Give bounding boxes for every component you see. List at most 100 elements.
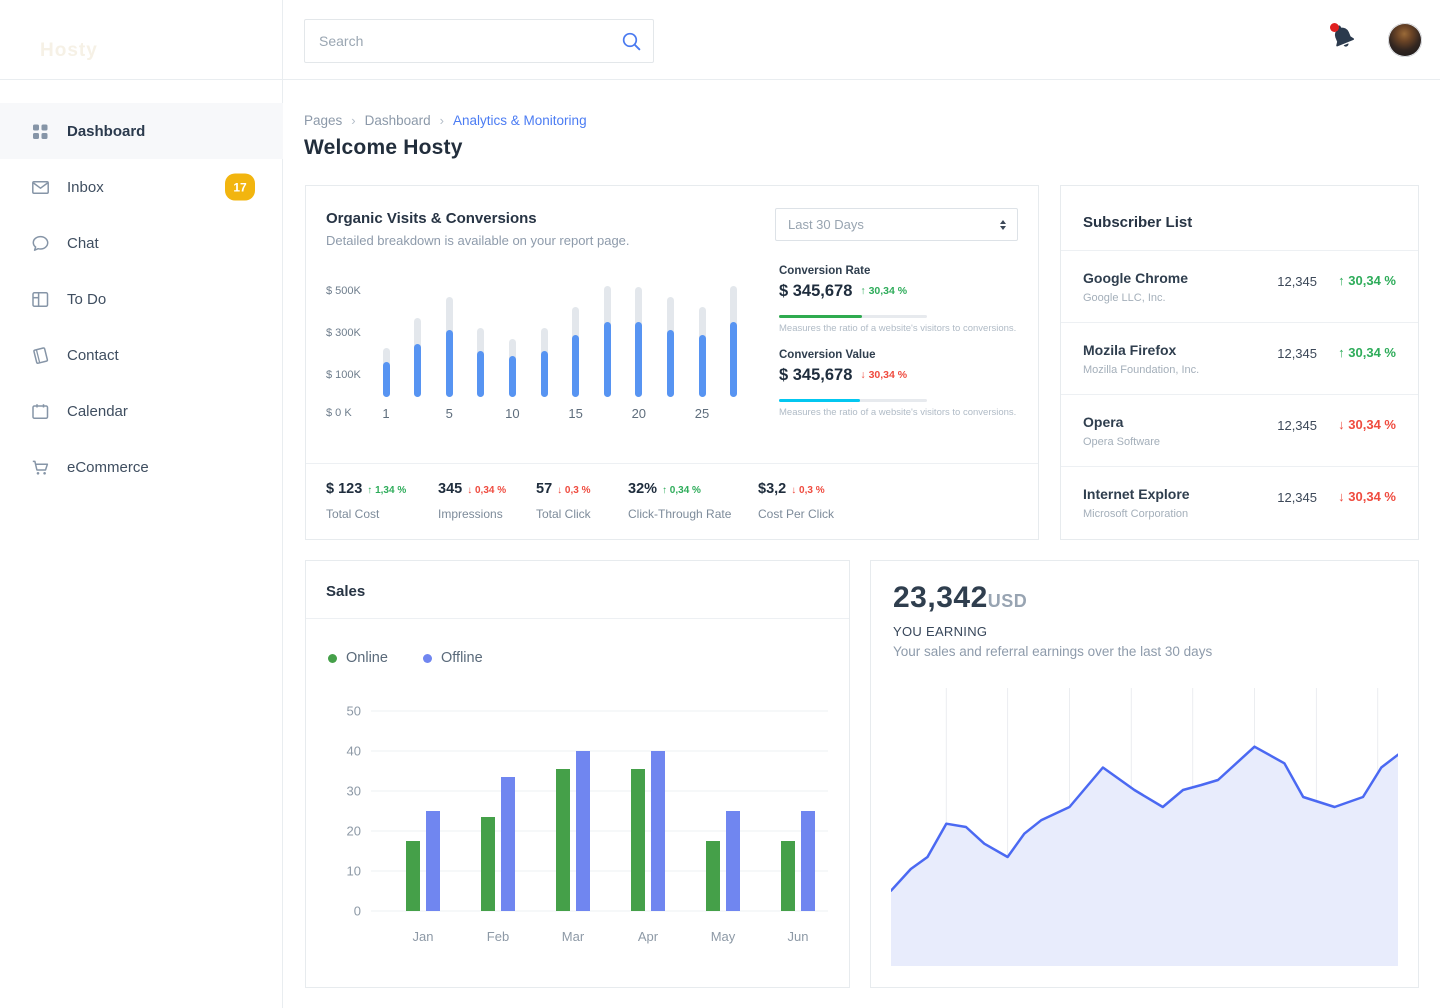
breadcrumb-analytics-monitoring[interactable]: Analytics & Monitoring: [453, 113, 587, 128]
sidebar-item-to-do[interactable]: To Do: [0, 271, 283, 327]
subscriber-company: Microsoft Corporation: [1083, 508, 1189, 520]
svg-text:May: May: [711, 929, 736, 944]
svg-text:20: 20: [347, 824, 361, 839]
arrow-up-icon: ↑: [860, 285, 866, 297]
legend-dot-online: [328, 653, 337, 663]
contact-icon: [30, 345, 51, 366]
breadcrumb-dashboard[interactable]: Dashboard: [364, 113, 431, 128]
legend-label: Offline: [441, 650, 483, 666]
svg-text:Jun: Jun: [788, 929, 809, 944]
card-title: Sales: [326, 583, 366, 600]
svg-text:40: 40: [347, 744, 361, 759]
bar-visits: [445, 329, 453, 397]
conversion-value-label: Conversion Value: [779, 349, 876, 361]
grid-icon: [30, 121, 51, 142]
conversion-value-progress: [779, 399, 927, 402]
subscriber-list-card: Subscriber List Google Chrome Google LLC,…: [1060, 185, 1419, 540]
calendar-icon: [30, 401, 51, 422]
stat-label: Impressions: [438, 507, 503, 521]
card-title: Subscriber List: [1083, 214, 1193, 231]
legend-label: Online: [346, 650, 388, 666]
sidebar-item-calendar[interactable]: Calendar: [0, 383, 283, 439]
stat-cost-per-click: $3,2 ↓ 0,3 % Cost Per Click: [758, 480, 834, 521]
notifications-button[interactable]: [1328, 22, 1364, 58]
stat-delta: ↑ 0,34 %: [662, 485, 701, 496]
x-tick-label: 5: [445, 406, 453, 421]
legend-dot-offline: [423, 653, 432, 663]
sidebar-item-label: Dashboard: [67, 122, 146, 140]
sidebar-item-inbox[interactable]: Inbox 17: [0, 159, 283, 215]
chevron-right-icon: ›: [351, 113, 356, 128]
subscriber-row: Internet Explore Microsoft Corporation 12,…: [1061, 467, 1418, 539]
subscriber-delta: ↓ 30,34 %: [1338, 489, 1396, 504]
app-logo: Hosty: [40, 40, 98, 61]
sidebar-item-dashboard[interactable]: Dashboard: [0, 103, 283, 159]
sales-chart: 50 40 30 20 10 0 Jan Feb Mar Apr May Jun: [347, 704, 828, 944]
legend-item-online[interactable]: Online: [328, 650, 388, 666]
subscriber-row: Google Chrome Google LLC, Inc. 12,345 ↑ 30,…: [1061, 251, 1418, 323]
search-icon: [622, 32, 640, 50]
stat-total-cost: $ 123 ↑ 1,34 % Total Cost: [326, 480, 406, 521]
stat-value: 32%: [628, 481, 658, 497]
user-avatar[interactable]: [1388, 23, 1422, 57]
stat-label: Total Click: [536, 507, 591, 521]
sidebar-item-ecommerce[interactable]: eCommerce: [0, 439, 283, 495]
subscriber-row: Opera Opera Software 12,345 ↓ 30,34 %: [1061, 395, 1418, 467]
sidebar: Hosty Dashboard Inbox 17 Chat To Do Contact Ca…: [0, 0, 283, 1008]
stat-click-through-rate: 32% ↑ 0,34 % Click-Through Rate: [628, 480, 731, 521]
search-button[interactable]: [609, 20, 653, 62]
legend-item-offline[interactable]: Offline: [423, 650, 483, 666]
breadcrumb-pages[interactable]: Pages: [304, 113, 343, 128]
sidebar-item-chat[interactable]: Chat: [0, 215, 283, 271]
svg-text:10: 10: [347, 864, 361, 879]
card-subtitle: Detailed breakdown is available on your …: [326, 233, 630, 248]
divider: [306, 618, 849, 619]
subscriber-value: 12,345: [1277, 274, 1317, 289]
period-select-value: Last 30 Days: [788, 217, 864, 232]
search-input[interactable]: [305, 33, 609, 49]
subscriber-company: Mozilla Foundation, Inc.: [1083, 364, 1200, 376]
y-tick-label: $ 500K: [326, 285, 361, 297]
divider: [1061, 250, 1418, 251]
organic-chart: [368, 267, 753, 397]
stat-value: 345: [438, 481, 463, 497]
select-arrows-icon: [1000, 219, 1006, 230]
divider: [306, 463, 1038, 464]
sidebar-item-contact[interactable]: Contact: [0, 327, 283, 383]
todo-icon: [30, 289, 51, 310]
stat-label: Cost Per Click: [758, 507, 835, 521]
conversion-rate-value: $ 345,678 ↑ 30,34 %: [779, 282, 908, 300]
svg-text:30: 30: [347, 784, 361, 799]
bar-visits: [414, 344, 422, 397]
bar-visits: [572, 335, 580, 397]
subscriber-company: Google LLC, Inc.: [1083, 292, 1166, 304]
subscriber-delta: ↑ 30,34 %: [1338, 273, 1396, 288]
bar-visits: [698, 335, 706, 397]
period-select[interactable]: Last 30 Days: [775, 208, 1018, 241]
earning-amount: 23,342USD: [893, 581, 1028, 614]
conversion-value-value: $ 345,678 ↓ 30,34 %: [779, 366, 908, 384]
subscriber-row: Mozila Firefox Mozilla Foundation, Inc. 12…: [1061, 323, 1418, 395]
bar-visits: [382, 361, 390, 397]
page-title: Welcome Hosty: [304, 136, 463, 159]
subscriber-name: Internet Explore: [1083, 486, 1190, 502]
subscriber-name: Mozila Firefox: [1083, 342, 1177, 358]
conversion-rate-progress: [779, 315, 927, 318]
stat-value: 57: [536, 481, 553, 497]
x-tick-label: 15: [568, 406, 583, 421]
stat-value: $ 123: [326, 481, 363, 497]
earning-card: 23,342USD YOU EARNING Your sales and ref…: [870, 560, 1419, 988]
conversion-value-delta: ↓ 30,34 %: [860, 369, 908, 381]
earning-currency: USD: [987, 591, 1028, 611]
stat-delta: ↓ 0,34 %: [467, 485, 507, 496]
earning-subtitle: Your sales and referral earnings over th…: [893, 644, 1213, 659]
subscriber-value: 12,345: [1277, 490, 1317, 505]
chat-icon: [30, 233, 51, 254]
subscriber-name: Opera: [1083, 414, 1124, 430]
earning-label: YOU EARNING: [893, 624, 988, 639]
sidebar-header-divider: [0, 79, 283, 80]
sidebar-item-label: To Do: [67, 290, 107, 308]
bar-visits: [477, 350, 485, 397]
stat-delta: ↓ 0,3 %: [557, 485, 591, 496]
x-tick-label: 10: [505, 406, 520, 421]
